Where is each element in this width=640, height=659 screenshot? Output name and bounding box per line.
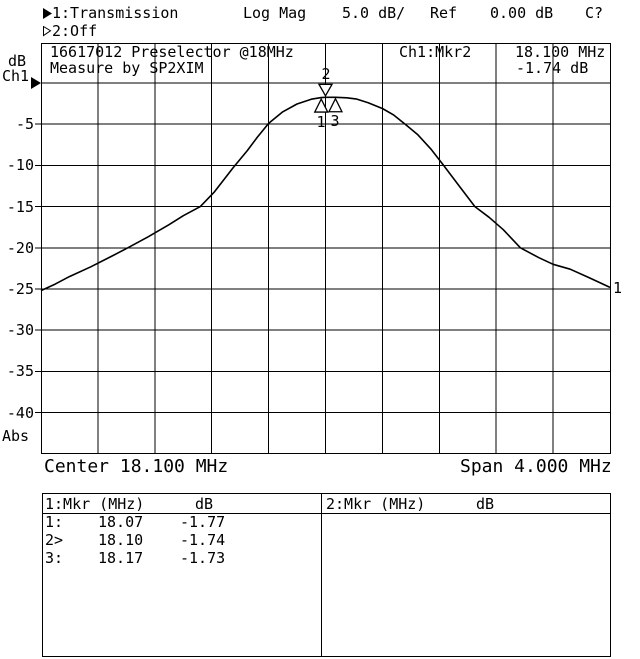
- cal-status: C?: [585, 4, 604, 22]
- marker-row-freq: 18.07: [98, 513, 144, 531]
- marker-table-1-unit: dB: [195, 495, 214, 513]
- marker-1-icon: [313, 97, 329, 113]
- reference-arrow-icon: [31, 77, 41, 89]
- ref-label: Ref: [430, 4, 458, 22]
- trace-line: [40, 96, 611, 292]
- marker-readout-channel: Ch1:Mkr2: [399, 43, 472, 61]
- y-tick-label: -10: [6, 156, 34, 174]
- y-tick-label: -25: [6, 280, 34, 298]
- y-tick-label: -20: [6, 239, 34, 257]
- y-tick-label: -40: [6, 404, 34, 422]
- scale-label: 5.0 dB/: [342, 4, 406, 22]
- marker-row-level: -1.74: [180, 531, 226, 549]
- plot-title-line2: Measure by SP2XIM: [50, 59, 204, 77]
- marker-table-border: [42, 493, 611, 657]
- y-axis-channel: Ch1: [2, 67, 30, 85]
- y-axis-mode: Abs: [2, 427, 30, 445]
- marker-row-level: -1.73: [180, 549, 226, 567]
- trace1-active-icon: [43, 8, 52, 19]
- marker-readout-freq: 18.100 MHz: [515, 43, 606, 61]
- marker-table-1-header: 1:Mkr (MHz): [45, 495, 145, 513]
- marker-3-number: 3: [330, 112, 340, 130]
- marker-row-number: 1:: [45, 513, 64, 531]
- span-label: Span 4.000 MHz: [460, 456, 612, 477]
- marker-3-icon: [327, 97, 344, 113]
- marker-row-freq: 18.10: [98, 531, 144, 549]
- trace2-label: 2:Off: [52, 22, 98, 40]
- marker-2-icon: [317, 83, 334, 98]
- trace2-inactive-icon: [43, 26, 52, 37]
- ref-value: 0.00 dB: [490, 4, 554, 22]
- y-tick-label: -35: [6, 362, 34, 380]
- marker-table-2-header: 2:Mkr (MHz): [326, 495, 426, 513]
- y-tick-label: -5: [15, 115, 34, 133]
- trace1-label: 1:Transmission: [52, 4, 179, 22]
- y-tick-label: -15: [6, 198, 34, 216]
- marker-row-number: 2>: [45, 531, 64, 549]
- marker-row-number: 3:: [45, 549, 64, 567]
- marker-2-number: 2: [321, 65, 331, 83]
- y-tick-label: -30: [6, 321, 34, 339]
- center-frequency-label: Center 18.100 MHz: [44, 456, 229, 477]
- marker-row-freq: 18.17: [98, 549, 144, 567]
- trace-end-number: 1: [613, 279, 623, 297]
- marker-table-2-unit: dB: [476, 495, 495, 513]
- marker-1-number: 1: [316, 113, 326, 131]
- marker-readout-level: -1.74 dB: [516, 59, 589, 77]
- plot-title-line1: 16617012 Preselector @18MHz: [50, 43, 294, 61]
- y-axis-unit: dB: [8, 52, 27, 70]
- format-label: Log Mag: [243, 4, 307, 22]
- marker-row-level: -1.77: [180, 513, 226, 531]
